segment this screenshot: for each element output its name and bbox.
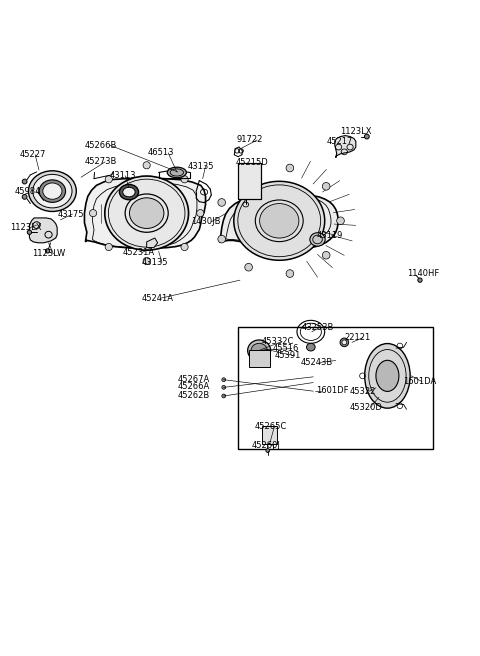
Text: 1601DA: 1601DA <box>403 377 436 386</box>
Text: 43119: 43119 <box>317 231 343 239</box>
Text: 45516: 45516 <box>273 344 299 353</box>
Ellipse shape <box>307 343 315 351</box>
Ellipse shape <box>222 394 226 398</box>
Ellipse shape <box>336 217 344 224</box>
Ellipse shape <box>251 343 267 358</box>
Ellipse shape <box>22 194 27 199</box>
Text: 1123LX: 1123LX <box>340 127 372 136</box>
Text: 45262B: 45262B <box>178 392 210 400</box>
Text: 43135: 43135 <box>142 258 168 267</box>
Text: 45217: 45217 <box>326 137 352 146</box>
Bar <box>238 327 433 449</box>
Text: 46513: 46513 <box>148 148 175 157</box>
Ellipse shape <box>181 243 188 251</box>
Ellipse shape <box>123 188 135 197</box>
Text: 43113: 43113 <box>110 171 136 180</box>
Ellipse shape <box>218 199 226 206</box>
Text: 1140HF: 1140HF <box>408 269 440 278</box>
Text: 45227: 45227 <box>20 150 46 159</box>
Ellipse shape <box>248 340 271 361</box>
Ellipse shape <box>120 184 139 199</box>
Text: 45266B: 45266B <box>84 140 117 150</box>
Ellipse shape <box>340 338 348 346</box>
Text: 45241A: 45241A <box>142 294 174 303</box>
Text: 45332C: 45332C <box>262 337 294 346</box>
Ellipse shape <box>364 134 369 139</box>
Polygon shape <box>29 218 57 243</box>
Ellipse shape <box>365 344 410 408</box>
Ellipse shape <box>27 230 32 234</box>
Text: 22121: 22121 <box>344 333 371 342</box>
Ellipse shape <box>105 176 189 250</box>
Text: 45215D: 45215D <box>235 158 268 167</box>
Ellipse shape <box>342 340 347 345</box>
Ellipse shape <box>197 209 204 216</box>
Ellipse shape <box>310 233 325 246</box>
Ellipse shape <box>89 209 96 216</box>
Ellipse shape <box>245 171 252 178</box>
Ellipse shape <box>234 181 324 260</box>
Ellipse shape <box>323 251 330 259</box>
Text: 45243B: 45243B <box>300 358 333 367</box>
Ellipse shape <box>222 386 226 389</box>
Text: 43175: 43175 <box>57 209 84 218</box>
Ellipse shape <box>28 171 76 211</box>
Text: 91722: 91722 <box>236 135 263 144</box>
Text: 45322: 45322 <box>350 386 376 396</box>
Bar <box>249 350 270 367</box>
Ellipse shape <box>22 179 27 184</box>
Ellipse shape <box>266 449 270 453</box>
Ellipse shape <box>376 360 399 392</box>
Text: 45231A: 45231A <box>123 248 155 257</box>
Ellipse shape <box>245 264 252 271</box>
Ellipse shape <box>105 243 112 251</box>
Text: 45266A: 45266A <box>178 382 210 391</box>
Ellipse shape <box>33 174 72 208</box>
Polygon shape <box>335 136 356 157</box>
Text: 45273B: 45273B <box>84 157 117 167</box>
Ellipse shape <box>105 176 112 183</box>
Text: 45391: 45391 <box>275 351 301 360</box>
Ellipse shape <box>323 182 330 190</box>
Ellipse shape <box>286 164 294 172</box>
Text: 45320D: 45320D <box>350 403 383 412</box>
Ellipse shape <box>43 183 62 199</box>
Ellipse shape <box>418 278 422 282</box>
Text: 1123LX: 1123LX <box>10 223 42 232</box>
Ellipse shape <box>260 203 299 238</box>
Text: 45984: 45984 <box>15 186 41 195</box>
Polygon shape <box>84 178 205 248</box>
Text: 43135: 43135 <box>187 162 214 171</box>
Bar <box>263 426 277 444</box>
Polygon shape <box>147 238 157 247</box>
Bar <box>238 163 261 199</box>
Ellipse shape <box>167 167 186 178</box>
Ellipse shape <box>143 161 150 169</box>
Ellipse shape <box>143 257 150 264</box>
Ellipse shape <box>46 249 50 253</box>
Text: 43253B: 43253B <box>301 323 334 331</box>
Text: 1123LW: 1123LW <box>32 249 65 258</box>
Text: 45260J: 45260J <box>252 441 281 450</box>
Ellipse shape <box>286 270 294 277</box>
Text: 1601DF: 1601DF <box>317 386 349 395</box>
Ellipse shape <box>222 378 226 382</box>
Ellipse shape <box>39 180 66 202</box>
Ellipse shape <box>130 198 164 228</box>
Text: 45267A: 45267A <box>178 375 210 384</box>
Text: 1430JB: 1430JB <box>191 217 221 226</box>
Ellipse shape <box>218 236 226 243</box>
Ellipse shape <box>181 176 188 183</box>
Polygon shape <box>220 194 338 247</box>
Text: 45265C: 45265C <box>254 422 287 430</box>
